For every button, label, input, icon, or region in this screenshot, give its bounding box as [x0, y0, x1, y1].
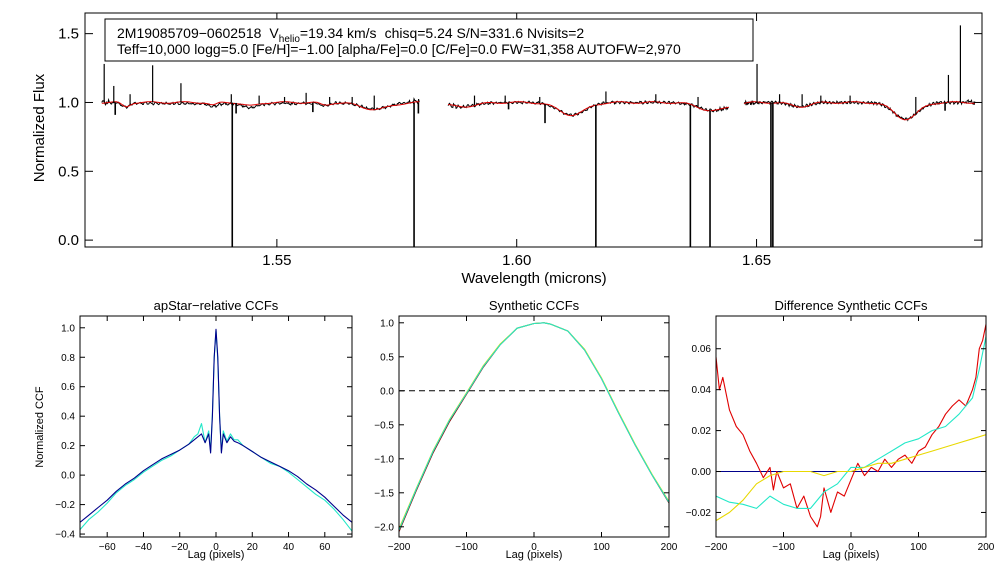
- difference-ccf-xtick-label: 100: [910, 542, 927, 553]
- annotation-vhelio-value: =19.34 km/s: [300, 25, 377, 41]
- spectrum-xtick-label: 1.55: [262, 252, 291, 269]
- synthetic-ccf-series: [399, 322, 669, 532]
- synthetic-ccf-xtick-label: −200: [388, 542, 411, 553]
- synthetic-ccf-ytick-label: −1.0: [374, 454, 394, 465]
- apstar-ccf-series-visit-2: [80, 328, 352, 523]
- difference-ccf-xtick-label: −100: [772, 542, 795, 553]
- apstar-ccf-ytick-label: 0.6: [61, 382, 75, 393]
- spectrum-panel: Normalized Flux Wavelength (microns) 1.5…: [31, 12, 983, 287]
- apstar-ccf-title: apStar−relative CCFs: [154, 298, 279, 313]
- synthetic-ccf-ytick-label: 0.5: [380, 352, 394, 363]
- synthetic-ccf-axes-frame: [398, 315, 670, 538]
- spectrum-ytick-label: 1.0: [58, 94, 79, 111]
- apstar-ccf-ytick-label: 1.0: [61, 323, 75, 334]
- difference-ccf-axes-frame: [715, 315, 987, 538]
- apstar-ccf-ticks: −60 −40 −20 0 20 40 60 −0.4 −0.2 0.0 0.2 0.4 0.6 0.8 1…: [55, 316, 352, 553]
- annotation-vhelio-subscript: helio: [279, 34, 301, 45]
- synthetic-ccf-xtick-label: 200: [661, 542, 678, 553]
- apstar-ccf-xtick-label: −60: [99, 542, 116, 553]
- difference-ccf-ytick-label: −0.02: [686, 508, 712, 519]
- difference-ccf-ytick-label: 0.00: [692, 467, 712, 478]
- spectrum-xtick-label: 1.65: [742, 252, 771, 269]
- difference-ccf-panel: Difference Synthetic CCFs Lag (pixels) −…: [686, 298, 995, 561]
- synthetic-ccf-ytick-label: −0.5: [374, 420, 394, 431]
- spectrum-annotation-box: 2M19085709−0602518 Vhelio=19.34 km/s chisq…: [104, 18, 754, 62]
- difference-ccf-ytick-label: 0.04: [692, 385, 712, 396]
- apstar-ccf-panel: apStar−relative CCFs Normalized CCF Lag …: [34, 298, 353, 561]
- apstar-ccf-xtick-label: 0: [213, 542, 219, 553]
- annotation-line-1: 2M19085709−0602518 Vhelio=19.34 km/s chisq…: [117, 25, 584, 45]
- difference-ccf-xtick-label: 0: [848, 542, 854, 553]
- synthetic-ccf-ytick-label: −1.5: [374, 488, 394, 499]
- apstar-ccf-ytick-label: 0.8: [61, 353, 75, 364]
- difference-ccf-series-difference-yellow: [716, 434, 986, 522]
- apstar-ccf-series: [80, 328, 352, 532]
- synthetic-ccf-ytick-label: −2.0: [374, 522, 394, 533]
- synthetic-ccf-title: Synthetic CCFs: [489, 298, 580, 313]
- spectrum-model-chip: [448, 101, 729, 117]
- synthetic-ccf-xtick-label: 100: [593, 542, 610, 553]
- difference-ccf-title: Difference Synthetic CCFs: [775, 298, 928, 313]
- synthetic-ccf-xlabel: Lag (pixels): [506, 549, 563, 561]
- spectrum-ticks: 1.55 1.60 1.65 0.0 0.5 1.0 1.5: [58, 13, 982, 269]
- synthetic-ccf-series-synthetic-3: [399, 322, 669, 531]
- difference-ccf-xtick-label: 200: [978, 542, 995, 553]
- apstar-ccf-ylabel: Normalized CCF: [34, 386, 46, 468]
- difference-ccf-xlabel: Lag (pixels): [823, 549, 880, 561]
- difference-ccf-ticks: −200 −100 0 100 200 −0.02 0.00 0.02 0.04 0.06: [686, 316, 995, 553]
- apstar-ccf-ytick-label: −0.2: [55, 500, 75, 511]
- spectrum-ytick-label: 1.5: [58, 26, 79, 43]
- apstar-ccf-xtick-label: −20: [171, 542, 188, 553]
- annotation-stats: chisq=5.24 S/N=331.6 Nvisits=2: [385, 25, 585, 41]
- apstar-ccf-ytick-label: 0.2: [61, 441, 75, 452]
- apstar-ccf-axes-frame: [79, 315, 353, 538]
- synthetic-ccf-ytick-label: 0.0: [380, 386, 394, 397]
- difference-ccf-series-difference-cyan: [716, 336, 986, 509]
- apstar-ccf-ytick-label: 0.0: [61, 471, 75, 482]
- difference-ccf-ytick-label: 0.06: [692, 344, 712, 355]
- spectrum-model-chip: [101, 101, 420, 111]
- apstar-ccf-ytick-label: 0.4: [61, 412, 75, 423]
- spectrum-xtick-label: 1.60: [502, 252, 531, 269]
- synthetic-ccf-xtick-label: −100: [455, 542, 478, 553]
- difference-ccf-series: [716, 324, 986, 528]
- annotation-star-id: 2M19085709−0602518: [117, 25, 262, 41]
- apstar-ccf-xtick-label: 40: [283, 542, 295, 553]
- synthetic-ccf-panel: Synthetic CCFs Lag (pixels) −200 −100 0 100…: [374, 298, 678, 561]
- difference-ccf-xtick-label: −200: [705, 542, 728, 553]
- spectrum-ytick-label: 0.5: [58, 163, 79, 180]
- spectrum-ytick-label: 0.0: [58, 232, 79, 249]
- apstar-ccf-xtick-label: 20: [247, 542, 259, 553]
- spectrum-observed-chip: [101, 97, 420, 111]
- spectrum-model-chip: [743, 101, 975, 121]
- spectrum-ylabel: Normalized Flux: [31, 73, 48, 182]
- annotation-line-2: Teff=10,000 logg=5.0 [Fe/H]=−1.00 [alpha…: [117, 41, 681, 57]
- synthetic-ccf-ytick-label: 1.0: [380, 318, 394, 329]
- difference-ccf-series-difference-red: [716, 324, 986, 528]
- apstar-ccf-xtick-label: −40: [135, 542, 152, 553]
- annotation-vhelio-label: V: [269, 25, 279, 41]
- apstar-ccf-xlabel: Lag (pixels): [188, 549, 245, 561]
- spectrum-axes-frame: [84, 12, 983, 248]
- synthetic-ccf-xtick-label: 0: [531, 542, 537, 553]
- spectrum-xlabel: Wavelength (microns): [461, 270, 606, 287]
- difference-ccf-ytick-label: 0.02: [692, 426, 712, 437]
- apstar-ccf-ytick-label: −0.4: [55, 530, 75, 541]
- spectrum-series: [101, 25, 976, 247]
- apstar-ccf-xtick-label: 60: [319, 542, 331, 553]
